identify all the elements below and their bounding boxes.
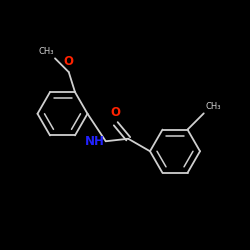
Text: CH₃: CH₃ [38,47,54,56]
Text: CH₃: CH₃ [206,102,221,111]
Text: NH: NH [84,135,104,148]
Text: O: O [111,106,121,119]
Text: O: O [64,54,74,68]
